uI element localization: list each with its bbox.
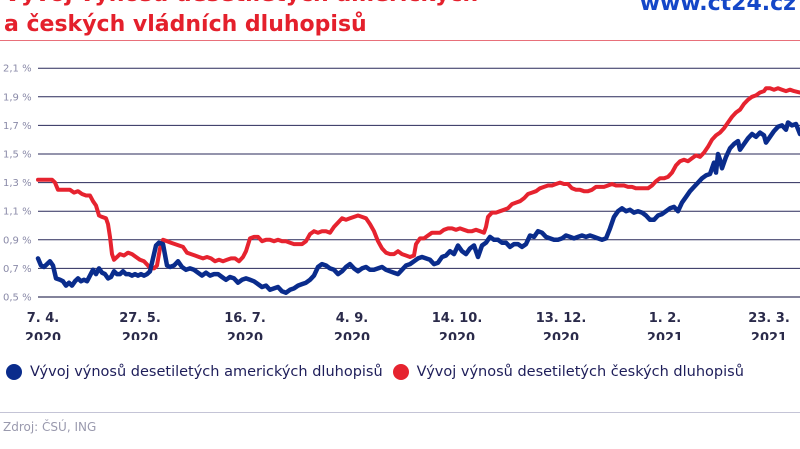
x-tick-label: 14. 10. [432,311,483,326]
y-tick-label: 1,1 % [3,207,32,218]
y-tick-label: 0,7 % [3,264,32,275]
x-tick-label: 2021 [647,331,683,340]
line-chart: 2,1 % 1,9 % 1,7 % 1,5 % 1,3 % 1,1 % 0,9 % 0,7 %… [3,64,800,340]
x-tick-label: 1. 2. [649,311,682,326]
y-tick-label: 1,7 % [3,121,32,132]
x-tick-label: 13. 12. [536,311,587,326]
x-tick-label: 2020 [25,331,61,340]
legend-item-us[interactable]: Vývoj výnosů desetiletých amerických dlu… [6,364,383,380]
x-tick-label: 2020 [334,331,370,340]
header-divider [0,40,800,41]
y-axis-labels: 2,1 % 1,9 % 1,7 % 1,5 % 1,3 % 1,1 % 0,9 % 0,7 %… [3,64,32,304]
x-tick-label: 2021 [751,331,787,340]
x-axis-labels: 7. 4. 2020 27. 5. 2020 16. 7. 2020 4. 9. 2020 14… [25,311,790,340]
gridlines [38,67,800,298]
x-tick-label: 16. 7. [224,311,266,326]
y-tick-label: 1,5 % [3,150,32,161]
x-tick-label: 2020 [543,331,579,340]
footer-divider [0,412,800,413]
cz-yield-series [36,86,800,271]
cz-series-dot-icon [392,364,409,380]
y-tick-label: 1,9 % [3,92,32,103]
us-yield-series [35,120,800,295]
x-tick-label: 2020 [122,331,158,340]
y-tick-label: 0,5 % [3,293,32,304]
chart-title: Vývoj výnosů desetiletých amerických a č… [4,0,478,40]
x-tick-label: 4. 9. [336,311,369,326]
y-tick-label: 1,3 % [3,178,32,189]
us-series-dot-icon [6,364,22,380]
legend-item-cz[interactable]: Vývoj výnosů desetiletých českých dluhop… [392,364,744,380]
chart-title-line2: a českých vládních dluhopisů [4,12,367,37]
brand-link[interactable]: www.ct24.cz [639,0,796,16]
y-tick-label: 0,9 % [3,235,32,246]
x-tick-label: 23. 3. [748,311,790,326]
y-tick-label: 2,1 % [3,64,32,75]
legend: Vývoj výnosů desetiletých amerických dlu… [6,364,754,380]
legend-label-cz: Vývoj výnosů desetiletých českých dluhop… [416,364,744,380]
legend-label-us: Vývoj výnosů desetiletých amerických dlu… [30,364,383,380]
x-tick-label: 2020 [439,331,475,340]
x-tick-label: 7. 4. [27,311,60,326]
source-note: Zdroj: ČSÚ, ING [3,420,97,434]
x-tick-label: 27. 5. [119,311,161,326]
x-tick-label: 2020 [227,331,263,340]
chart-title-line1: Vývoj výnosů desetiletých amerických [4,0,478,10]
